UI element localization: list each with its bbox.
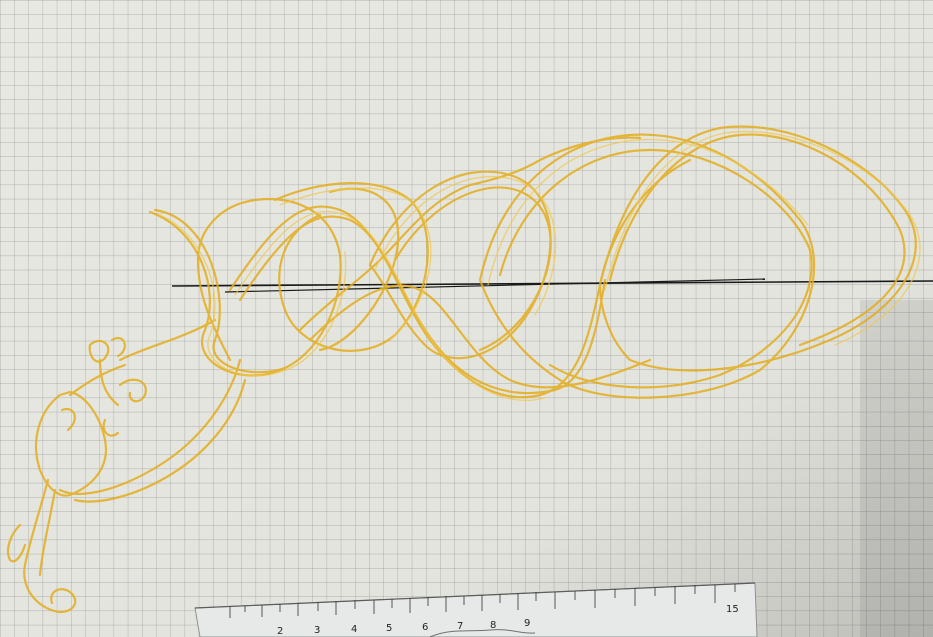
- ruler-label-5: 5: [386, 623, 392, 634]
- ruler-label-15: 15: [726, 604, 739, 615]
- ruler-label-3: 3: [314, 625, 320, 636]
- ruler-label-4: 4: [351, 624, 357, 635]
- ruler-label-6: 6: [422, 622, 428, 633]
- ruler-label-9: 9: [524, 618, 530, 629]
- ruler-label-2: 2: [277, 626, 283, 637]
